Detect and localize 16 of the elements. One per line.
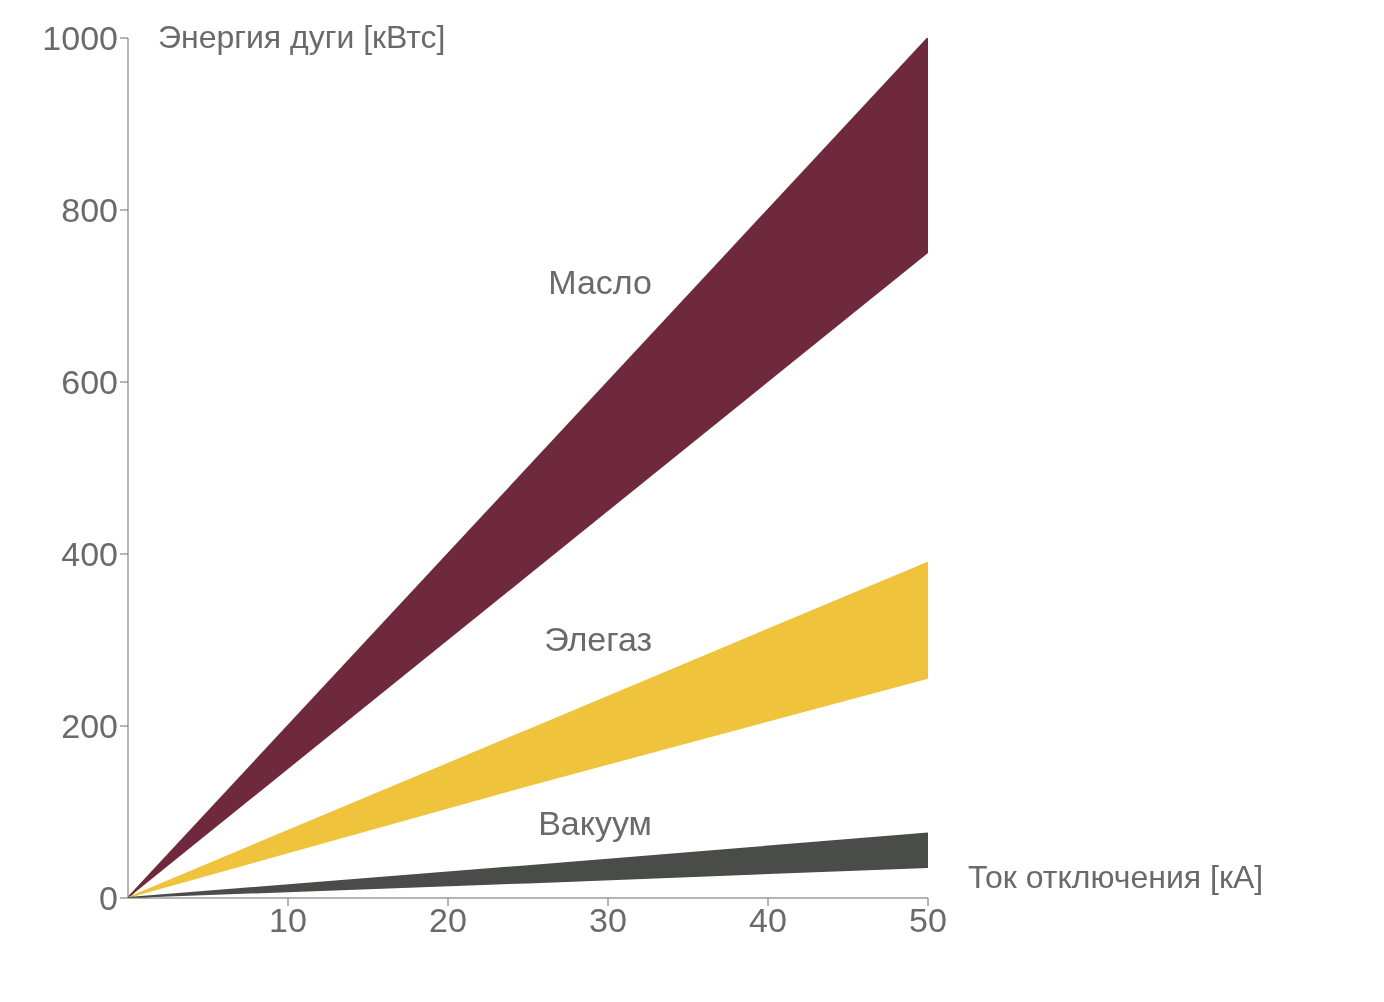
y-tick-label: 400 bbox=[61, 535, 118, 574]
y-axis-title: Энергия дуги [кВтс] bbox=[158, 19, 446, 56]
y-tick-label: 0 bbox=[99, 879, 118, 918]
series-label: Масло bbox=[548, 263, 652, 302]
y-tick-label: 800 bbox=[61, 191, 118, 230]
x-axis-title: Ток отключения [кА] bbox=[968, 859, 1264, 895]
y-tick-label: 1000 bbox=[42, 19, 118, 58]
x-tick-label: 10 bbox=[269, 901, 307, 940]
x-tick-label: 30 bbox=[589, 901, 627, 940]
x-tick-label: 40 bbox=[749, 901, 787, 940]
series-label: Вакуум bbox=[538, 804, 652, 843]
series-label: Элегаз bbox=[544, 619, 652, 658]
y-tick-label: 200 bbox=[61, 707, 118, 746]
x-tick-label: 50 bbox=[909, 901, 947, 940]
y-tick-label: 600 bbox=[61, 363, 118, 402]
x-tick-label: 20 bbox=[429, 901, 467, 940]
